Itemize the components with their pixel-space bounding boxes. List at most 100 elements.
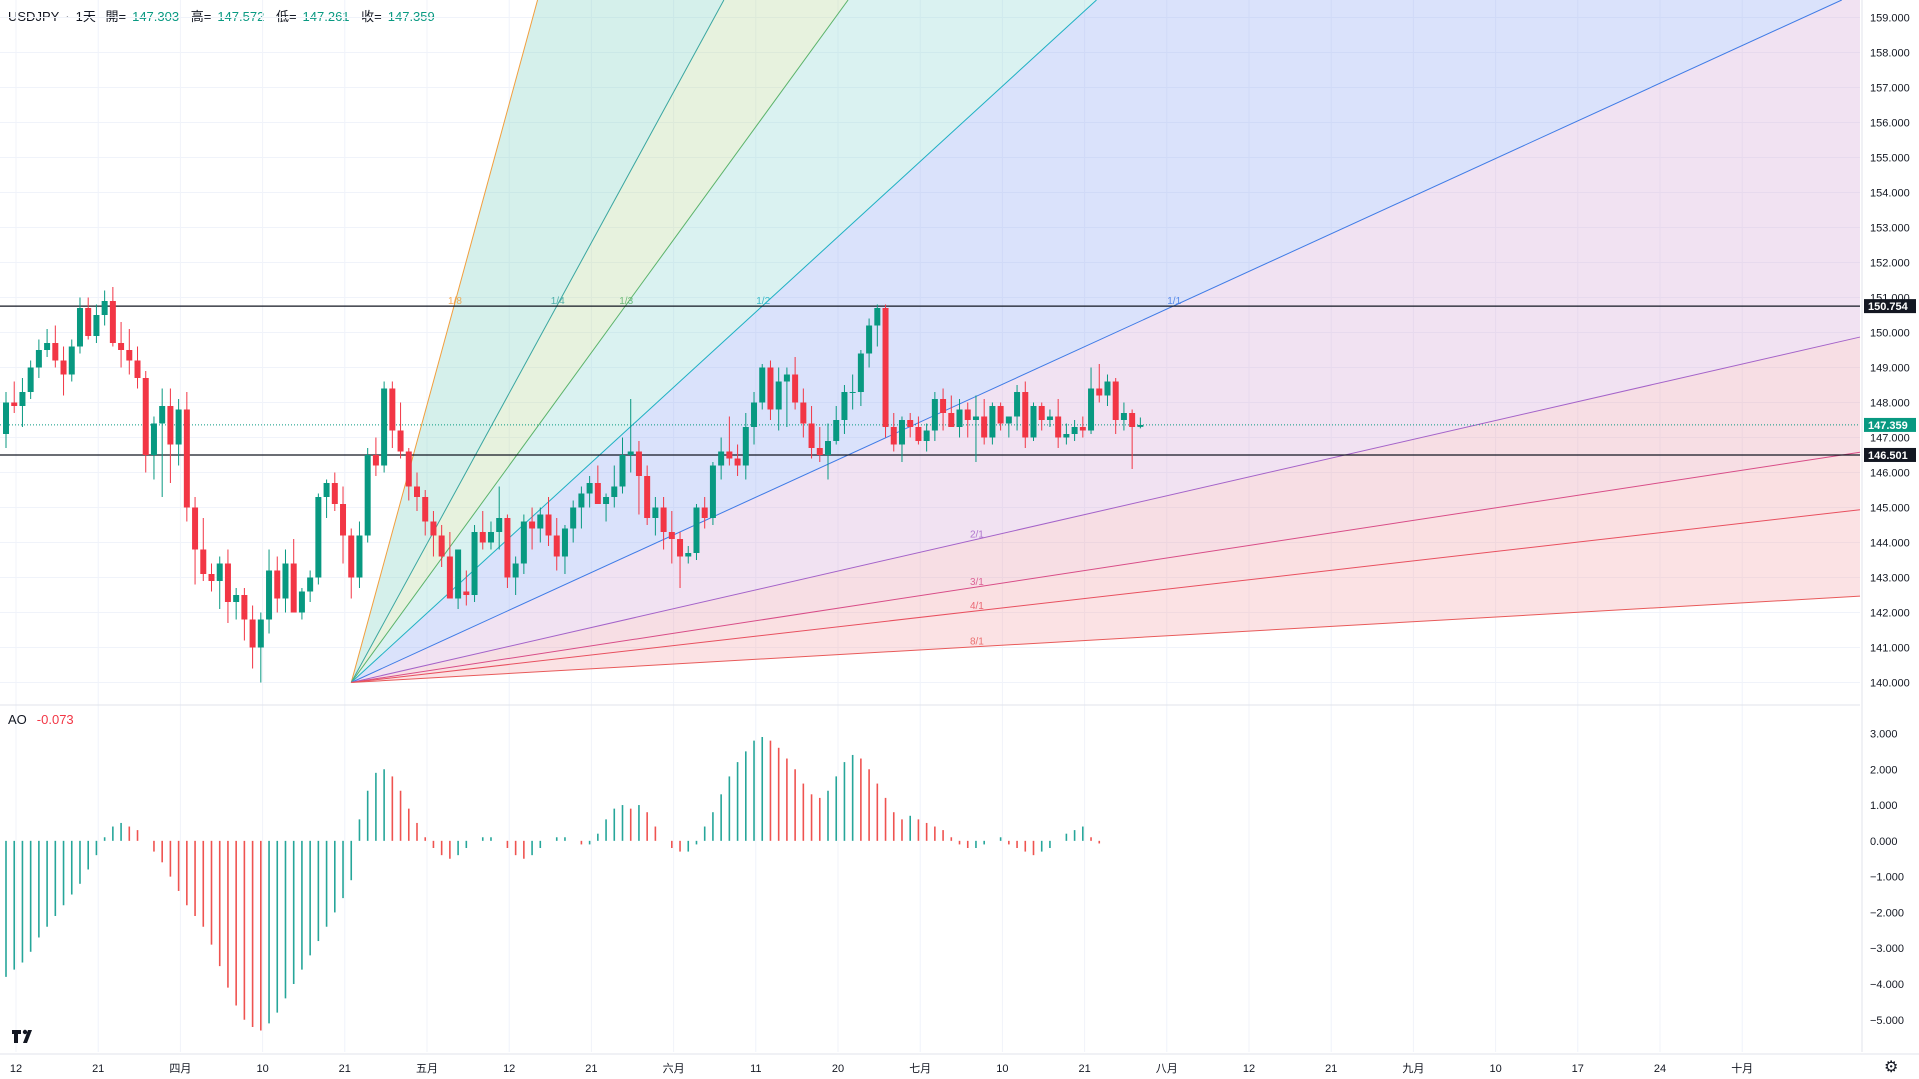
- price-tag: [1864, 447, 1916, 462]
- price-tag-label: 146.501: [1868, 450, 1908, 462]
- candle-body: [792, 374, 799, 403]
- candle-body: [27, 367, 34, 392]
- candle-body: [52, 343, 59, 361]
- candle-body: [44, 343, 51, 350]
- candle-body: [233, 595, 240, 602]
- candle-body: [471, 532, 478, 595]
- candle-body: [93, 315, 100, 336]
- candle-body: [1104, 381, 1111, 396]
- candle-body: [890, 427, 897, 445]
- candle-body: [192, 507, 199, 550]
- price-tick-label: 144.000: [1870, 538, 1910, 550]
- time-tick-label: 10: [1489, 1063, 1501, 1075]
- ao-tick-label: 1.000: [1870, 800, 1898, 812]
- grid-lines: [0, 0, 1860, 1052]
- candle-body: [150, 423, 157, 455]
- price-tick-label: 154.000: [1870, 188, 1910, 200]
- price-tick-label: 150.000: [1870, 328, 1910, 340]
- separator-dot: ·: [65, 9, 70, 24]
- candle-body: [257, 619, 264, 648]
- time-tick-label: 24: [1654, 1063, 1666, 1075]
- candle-body: [677, 539, 684, 557]
- candle-body: [1038, 406, 1045, 420]
- ao-tick-label: 0.000: [1870, 836, 1898, 848]
- open-value: 147.303: [132, 9, 180, 24]
- candle-body: [85, 308, 92, 336]
- candle-body: [397, 430, 404, 452]
- price-tick-label: 149.000: [1870, 363, 1910, 375]
- candle-body: [997, 406, 1004, 424]
- candle-body: [644, 476, 651, 518]
- gann-fan-line: [350, 0, 539, 683]
- candle-body: [956, 409, 963, 427]
- candle-body: [11, 402, 18, 406]
- candle-body: [611, 486, 618, 497]
- candle-body: [249, 619, 256, 648]
- candle-body: [1030, 406, 1037, 438]
- candle-body: [578, 493, 585, 508]
- legend-header: USDJPY · 1天 開= 147.303 高= 147.572 低= 147.261 …: [8, 6, 443, 25]
- candle-body: [348, 535, 355, 578]
- candle-body: [224, 563, 231, 602]
- candle-body: [1137, 424, 1144, 427]
- settings-gear-icon[interactable]: ⚙: [1884, 1059, 1899, 1076]
- candle-body: [989, 406, 996, 438]
- gann-fan-line: [351, 595, 1861, 683]
- gann-fan: 1/8 1/4 1/3 1/2 1/1 2/1 3/1 4/1 8/1: [350, 0, 1861, 683]
- candle-body: [586, 483, 593, 494]
- candle-body: [430, 521, 437, 536]
- time-tick-label: 六月: [663, 1062, 685, 1075]
- candle-body: [775, 381, 782, 410]
- candle-body: [216, 563, 223, 581]
- price-tick-label: 157.000: [1870, 83, 1910, 95]
- candle-body: [1071, 427, 1078, 434]
- time-tick-label: 10: [996, 1063, 1008, 1075]
- time-tick-label: 九月: [1402, 1062, 1424, 1075]
- candle-body: [298, 591, 305, 613]
- candle-body: [1096, 388, 1103, 396]
- candle-body: [841, 392, 848, 420]
- ao-tick-label: −4.000: [1870, 979, 1904, 991]
- candle-body: [964, 409, 971, 420]
- candle-body: [561, 528, 568, 557]
- candle-body: [479, 532, 486, 543]
- candle-body: [405, 451, 412, 487]
- ao-tick-label: 2.000: [1870, 764, 1898, 776]
- ao-title[interactable]: AO: [8, 712, 27, 727]
- gann-fan-label: 8/1: [970, 637, 984, 648]
- time-tick-label: 八月: [1156, 1063, 1178, 1075]
- candle-body: [101, 301, 108, 315]
- candle-body: [512, 563, 519, 578]
- price-tick-label: 158.000: [1870, 48, 1910, 60]
- candle-body: [652, 507, 659, 518]
- candle-body: [19, 392, 26, 406]
- candle-body: [734, 458, 741, 466]
- candle-body: [783, 374, 790, 382]
- ao-tick-label: −1.000: [1870, 872, 1904, 884]
- time-tick-label: 21: [585, 1063, 597, 1075]
- candle-body: [808, 423, 815, 448]
- candle-body: [200, 549, 207, 574]
- candle-body: [364, 455, 371, 536]
- candle-body: [635, 451, 642, 476]
- candle-body: [833, 420, 840, 441]
- candle-body: [849, 392, 856, 393]
- symbol-label[interactable]: USDJPY: [8, 9, 60, 24]
- time-tick-label: 12: [1243, 1063, 1255, 1075]
- tradingview-logo-icon[interactable]: [10, 1026, 36, 1048]
- candle-body: [907, 420, 914, 427]
- interval-label[interactable]: 1天: [75, 9, 96, 24]
- candle-body: [463, 591, 470, 595]
- candle-body: [455, 549, 462, 599]
- candle-body: [1088, 388, 1095, 431]
- candle-body: [159, 406, 166, 424]
- ao-histogram: [5, 737, 1101, 1031]
- gann-fan-label: 1/3: [619, 296, 633, 307]
- open-label: 開=: [105, 9, 127, 24]
- gann-fan-line: [350, 0, 725, 683]
- time-tick-label: 21: [1078, 1063, 1090, 1075]
- candle-body: [1022, 392, 1029, 438]
- price-tick-label: 159.000: [1870, 13, 1910, 25]
- time-tick-label: 10: [256, 1063, 268, 1075]
